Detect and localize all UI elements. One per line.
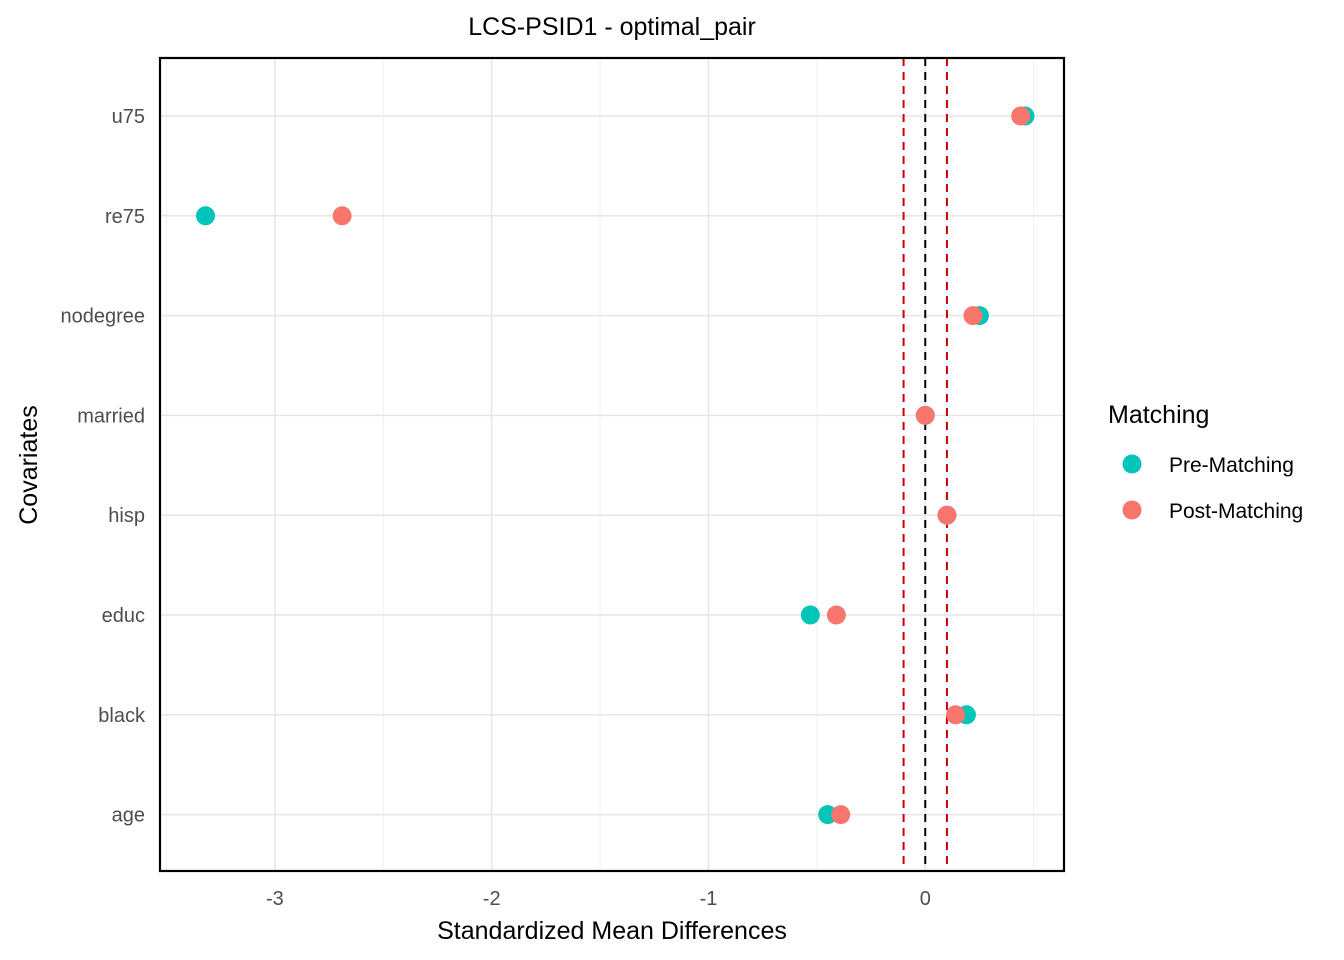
y-tick-label: re75 bbox=[105, 206, 145, 228]
y-tick-label: hisp bbox=[108, 505, 145, 527]
x-tick-label: -2 bbox=[483, 888, 501, 910]
grid-lines bbox=[160, 58, 1064, 871]
legend: Matching Pre-Matching Post-Matching bbox=[1108, 401, 1303, 523]
x-tick-label: -3 bbox=[266, 888, 284, 910]
chart-title: LCS-PSID1 - optimal_pair bbox=[468, 13, 756, 41]
y-tick-label: married bbox=[77, 405, 145, 427]
legend-swatch bbox=[1122, 500, 1142, 520]
pre-matching-point-educ bbox=[800, 605, 820, 625]
legend-swatch bbox=[1122, 454, 1142, 474]
y-tick-label: age bbox=[112, 805, 145, 827]
pre-matching-point-re75 bbox=[196, 206, 216, 226]
reference-lines bbox=[902, 58, 948, 871]
data-points bbox=[196, 106, 1035, 825]
legend-label: Pre-Matching bbox=[1169, 454, 1294, 477]
y-tick-labels: u75 re75 nodegree married hisp educ black age bbox=[60, 106, 146, 827]
post-matching-point-educ bbox=[826, 605, 846, 625]
post-matching-point-hisp bbox=[937, 505, 957, 525]
legend-items: Pre-Matching Post-Matching bbox=[1122, 454, 1303, 523]
post-matching-point-re75 bbox=[332, 206, 352, 226]
x-tick-labels: -3 -2 -1 0 bbox=[266, 888, 931, 910]
y-axis-label: Covariates bbox=[15, 405, 43, 525]
legend-label: Post-Matching bbox=[1169, 500, 1303, 523]
x-tick-label: -1 bbox=[700, 888, 718, 910]
post-matching-point-black bbox=[946, 705, 966, 725]
y-tick-label: nodegree bbox=[60, 306, 145, 328]
post-matching-point-nodegree bbox=[963, 306, 983, 326]
y-tick-label: educ bbox=[102, 605, 145, 627]
legend-title: Matching bbox=[1108, 401, 1209, 429]
post-matching-point-married bbox=[915, 405, 935, 425]
y-tick-label: u75 bbox=[112, 106, 145, 128]
post-matching-point-age bbox=[831, 805, 851, 825]
panel-border bbox=[158, 56, 1066, 873]
y-tick-label: black bbox=[98, 705, 146, 727]
post-matching-point-u75 bbox=[1011, 106, 1031, 126]
pre-matching-point-age bbox=[818, 805, 838, 825]
x-axis-label: Standardized Mean Differences bbox=[437, 917, 787, 945]
x-tick-label: 0 bbox=[920, 888, 931, 910]
